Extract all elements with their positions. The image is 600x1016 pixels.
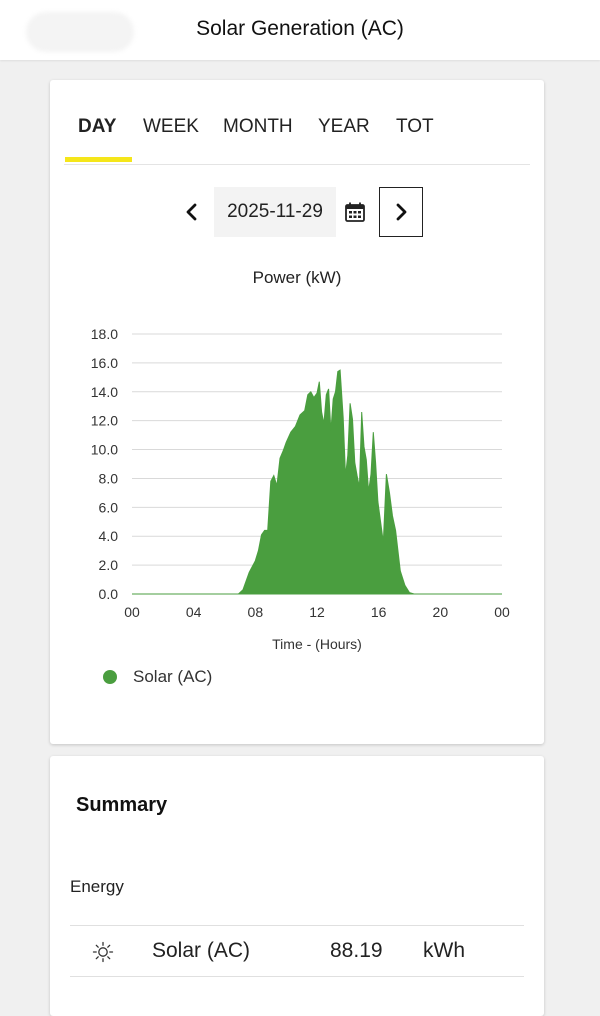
row-divider (70, 976, 524, 977)
row-divider (70, 925, 524, 926)
chart-title: Power (kW) (252, 268, 342, 287)
energy-label: Energy (70, 877, 124, 896)
y-tick-label: 8.0 (99, 470, 119, 486)
calendar-icon[interactable] (344, 201, 366, 223)
back-button[interactable] (26, 12, 134, 52)
series-area-solar-ac (132, 369, 502, 595)
chart-legend[interactable]: Solar (AC) (103, 665, 212, 689)
tab-day[interactable]: DAY (78, 116, 117, 137)
sun-icon (92, 941, 114, 963)
energy-value: 88.19 (330, 939, 383, 962)
active-tab-indicator (65, 157, 132, 162)
x-tick-label: 00 (124, 604, 140, 620)
legend-label: Solar (AC) (133, 667, 213, 686)
row-name: Solar (AC) (152, 939, 251, 962)
app-header: Solar Generation (AC) (0, 0, 600, 60)
x-tick-label: 08 (248, 604, 264, 620)
chevron-right-icon (396, 203, 407, 221)
period-tabs: DAY WEEK MONTH YEAR TOT (64, 104, 530, 165)
y-tick-label: 6.0 (99, 499, 119, 515)
power-chart: 0.0 2.0 4.0 6.0 8.0 10.0 12.0 14.0 16.0 18.0 00 04 0… (91, 326, 510, 652)
energy-row-solar: Solar (AC) 88.19 kWh (70, 926, 524, 976)
energy-unit: kWh (423, 939, 465, 962)
next-date-button[interactable] (379, 187, 423, 237)
date-field[interactable]: 2025-11-29 (214, 187, 336, 237)
y-tick-label: 0.0 (99, 586, 119, 602)
x-tick-label: 00 (494, 604, 510, 620)
tab-week[interactable]: WEEK (143, 116, 199, 137)
y-tick-label: 12.0 (91, 413, 118, 429)
power-chart-card: DAY WEEK MONTH YEAR TOT 2025-11-29 (50, 80, 544, 744)
x-tick-label: 16 (371, 604, 387, 620)
previous-date-button[interactable] (178, 197, 206, 227)
y-tick-label: 16.0 (91, 355, 118, 371)
x-tick-label: 20 (433, 604, 449, 620)
y-tick-label: 4.0 (99, 528, 119, 544)
tab-year[interactable]: YEAR (318, 116, 370, 137)
summary-title: Summary (76, 794, 168, 816)
page-title: Solar Generation (AC) (196, 17, 404, 40)
chevron-left-icon (186, 203, 197, 221)
x-tick-label: 12 (309, 604, 325, 620)
legend-swatch (103, 670, 117, 684)
y-tick-label: 2.0 (99, 557, 119, 573)
summary-card: Summary Energy Solar (AC) 88.19 kWh (50, 756, 544, 1016)
tab-total[interactable]: TOT (396, 116, 434, 137)
tab-month[interactable]: MONTH (223, 116, 293, 137)
y-tick-label: 18.0 (91, 326, 118, 342)
x-axis-label: Time - (Hours) (272, 636, 362, 652)
x-tick-label: 04 (186, 604, 202, 620)
date-navigator: 2025-11-29 (50, 187, 544, 237)
y-tick-label: 10.0 (91, 442, 118, 458)
y-tick-label: 14.0 (91, 384, 118, 400)
